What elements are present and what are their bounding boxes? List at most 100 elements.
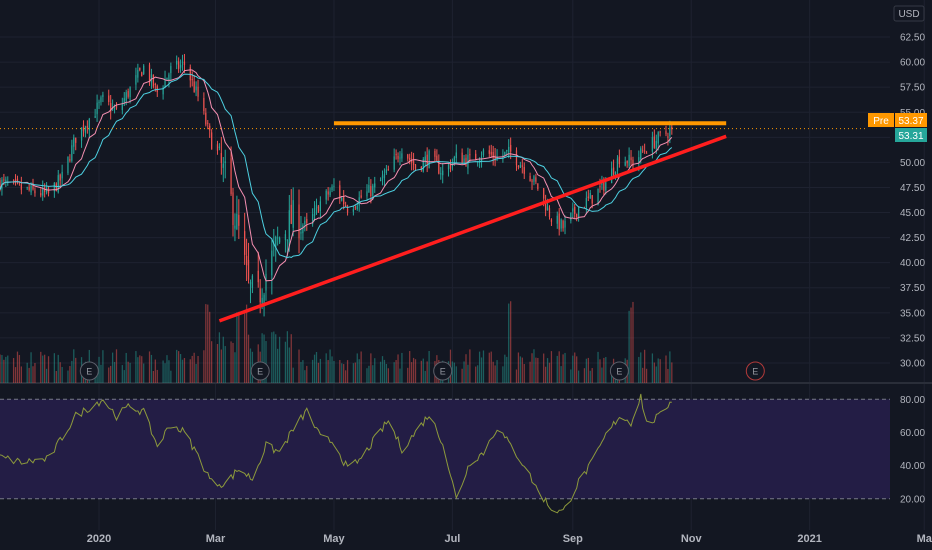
volume-bar <box>7 355 9 383</box>
candle-body <box>137 69 139 78</box>
candle-body <box>57 175 59 193</box>
volume-bar <box>245 304 248 383</box>
candle-body <box>40 193 42 196</box>
volume-bar <box>667 368 669 383</box>
price-tick-label: 47.50 <box>900 183 925 194</box>
volume-bar <box>319 358 322 383</box>
earnings-marker <box>433 361 453 381</box>
time-tick-label: 2021 <box>797 533 821 545</box>
candle-body <box>605 182 607 191</box>
volume-bar <box>354 362 356 383</box>
volume-bar <box>306 365 308 383</box>
volume-bar <box>164 363 166 383</box>
volume-bar <box>162 360 164 383</box>
volume-bar <box>12 358 15 383</box>
volume-bar <box>523 363 525 383</box>
candle-body <box>32 182 34 190</box>
candle-body <box>325 190 327 200</box>
volume-bar <box>482 350 485 383</box>
ma-slow-line <box>0 73 673 259</box>
candle-body <box>387 169 389 171</box>
volume-bar <box>585 358 588 383</box>
candle-body <box>313 207 316 216</box>
price-tick-label: 45.00 <box>900 208 925 219</box>
volume-bar <box>277 348 279 383</box>
candle-body <box>333 185 335 187</box>
volume-bar <box>564 352 566 383</box>
volume-bar <box>426 361 428 383</box>
volume-bar <box>496 360 498 383</box>
price-tick-label: 40.00 <box>900 258 925 269</box>
premarket-label: Pre <box>873 116 889 127</box>
candle-body <box>644 150 646 152</box>
volume-bar <box>181 359 184 383</box>
volume-bar <box>605 357 607 383</box>
volume-bar <box>583 368 586 383</box>
volume-bar <box>45 368 48 383</box>
volume-bar <box>451 361 454 383</box>
candle-body <box>339 185 341 199</box>
candle-body <box>374 183 376 188</box>
candle-body <box>597 188 599 206</box>
candle-body <box>562 220 564 229</box>
candle-body <box>651 137 654 152</box>
candle-body <box>100 97 102 103</box>
volume-bar <box>597 351 599 383</box>
volume-bar <box>478 351 481 383</box>
candle-body <box>461 152 463 165</box>
candle-body <box>401 153 403 159</box>
candle-body <box>537 183 539 190</box>
earnings-marker-label: E <box>616 367 622 377</box>
candle-body <box>414 164 417 169</box>
candle-body <box>506 150 508 152</box>
time-tick-label: May <box>323 533 345 545</box>
candle-body <box>20 184 22 190</box>
candle-body <box>407 154 409 159</box>
volume-bar <box>298 349 300 383</box>
volume-bar <box>197 355 199 383</box>
currency-badge[interactable] <box>893 5 925 22</box>
price-axis[interactable]: USD 62.5060.0057.5055.0052.5050.0047.504… <box>893 5 925 505</box>
candle-body <box>669 128 671 137</box>
volume-bar <box>0 354 1 383</box>
candle-body <box>220 153 222 163</box>
volume-bar <box>589 370 591 383</box>
candle-body <box>181 61 184 63</box>
candle-body <box>529 175 531 182</box>
earnings-marker-label: E <box>257 367 263 377</box>
volume-bar <box>385 363 388 383</box>
candle-body <box>638 157 640 164</box>
volume-bar <box>230 341 232 383</box>
candle-body <box>247 259 250 280</box>
candle-body <box>34 190 36 194</box>
rsi-tick-label: 40.00 <box>900 461 925 472</box>
volume-bar <box>170 370 172 383</box>
volume-bar <box>651 353 654 383</box>
candle-body <box>436 155 438 162</box>
premarket-price-flag <box>895 113 927 127</box>
candle-body <box>284 234 287 240</box>
volume-bar <box>601 367 603 383</box>
time-axis[interactable]: 2020 Mar May Jul Sep Nov 2021 Ma <box>87 533 932 545</box>
candle-body <box>548 208 551 217</box>
volume-bar <box>420 360 422 383</box>
volume-bar <box>428 350 430 383</box>
volume-bar <box>28 367 30 383</box>
ma-fast-line <box>0 69 673 282</box>
volume-bar <box>603 357 605 383</box>
volume-bar <box>628 310 630 383</box>
candle-body <box>599 185 601 187</box>
candle-body <box>306 219 308 223</box>
volume-bar <box>218 332 221 383</box>
earnings-marker <box>609 361 629 381</box>
candle-body <box>69 159 71 161</box>
candle-body <box>82 124 85 132</box>
premarket-badge <box>868 113 894 127</box>
volume-bar <box>290 334 292 383</box>
volume-bar <box>42 355 44 383</box>
drawn-trendlines[interactable] <box>0 121 866 323</box>
volume-bar <box>356 353 358 383</box>
candle-body <box>558 213 560 230</box>
